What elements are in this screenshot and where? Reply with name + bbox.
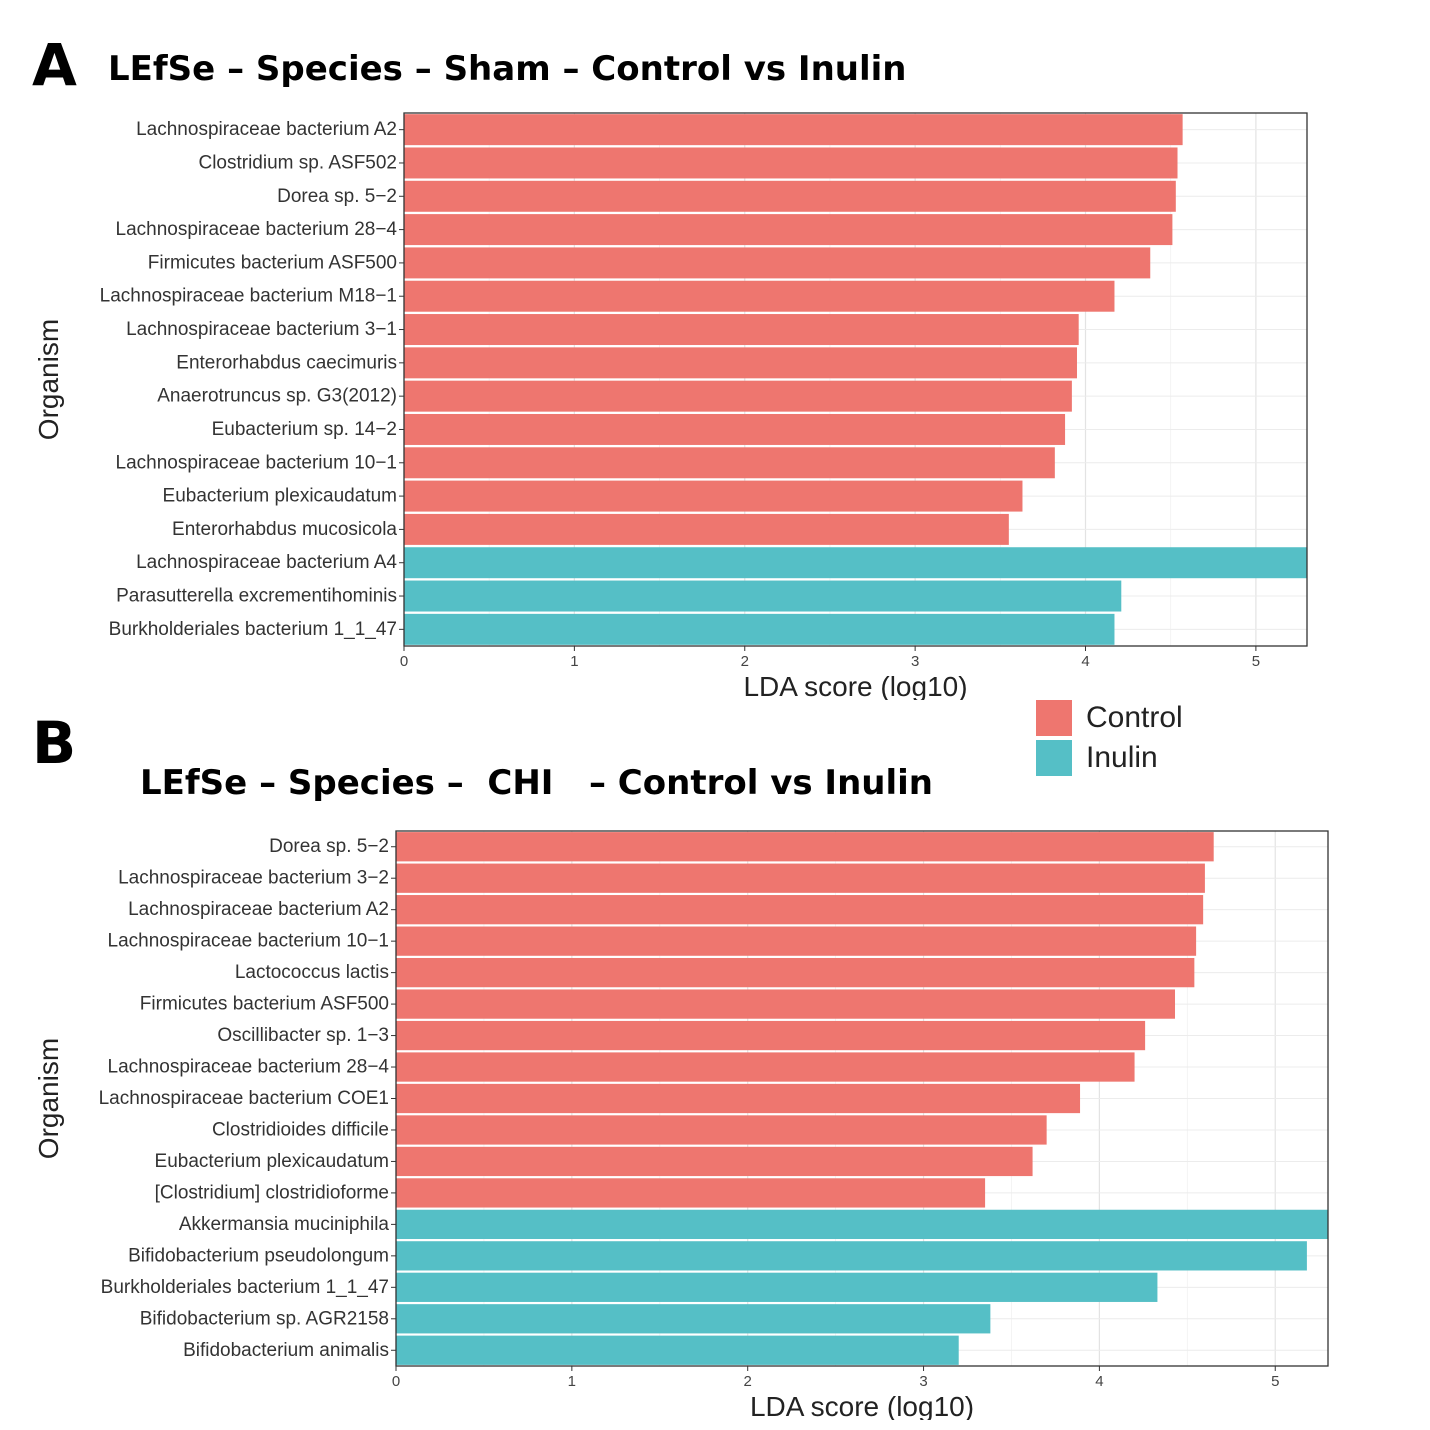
chart-b-bar (396, 1335, 959, 1365)
chart-a-bar (404, 480, 1023, 512)
legend-label-control: Control (1086, 701, 1183, 734)
chart-b-category-label: Firmicutes bacterium ASF500 (140, 994, 389, 1015)
chart-b-category-label: Lachnospiraceae bacterium 28−4 (108, 1057, 390, 1078)
chart-a-bar (404, 413, 1066, 445)
chart-a-category-label: Lachnospiraceae bacterium A2 (136, 119, 397, 140)
chart-b-bar (396, 1304, 991, 1334)
chart-a-bar (404, 580, 1122, 612)
chart-b-category-label: Akkermansia muciniphila (179, 1214, 390, 1235)
chart-b-category-label: Lachnospiraceae bacterium COE1 (99, 1088, 389, 1109)
chart-a-category-label: Enterorhabdus caecimuris (176, 352, 397, 373)
chart-b-category-label: Dorea sp. 5−2 (269, 836, 389, 857)
chart-a-bar (404, 147, 1178, 179)
panel-b-letter: B (32, 709, 77, 777)
chart-b-bar (396, 1020, 1146, 1051)
chart-a-bar (404, 380, 1072, 412)
chart-a-category-label: Lachnospiraceae bacterium 3−1 (126, 319, 397, 340)
chart-b-bar (396, 1083, 1081, 1114)
chart-a: Lachnospiraceae bacterium A2 Clostridium … (33, 112, 1308, 700)
chart-b-category-label: Lachnospiraceae bacterium 10−1 (108, 931, 390, 952)
chart-a-category-label: Lachnospiraceae bacterium A4 (136, 552, 397, 573)
chart-b-bar (396, 926, 1197, 956)
panel-a-title: LEfSe – Species – Sham – Control vs Inul… (108, 49, 907, 89)
chart-b-category-label: Lactococcus lactis (235, 962, 389, 983)
chart-b-category-label: Eubacterium plexicaudatum (155, 1151, 389, 1172)
chart-b-category-label: Clostridioides difficile (212, 1119, 389, 1140)
chart-a-bar (404, 347, 1077, 379)
chart-b-category-label: Oscillibacter sp. 1−3 (217, 1025, 389, 1046)
chart-b-bar (396, 1052, 1135, 1082)
chart-b-xaxis-title: LDA score (log10) (750, 1391, 974, 1420)
chart-b-bar (396, 1241, 1307, 1271)
chart-b-xtick-label: 0 (392, 1373, 400, 1390)
chart-b-xtick-label: 4 (1095, 1373, 1103, 1390)
chart-b-category-label: Bifidobacterium animalis (183, 1340, 389, 1361)
chart-a-category-label: Enterorhabdus mucosicola (172, 519, 397, 540)
chart-a-category-label: Lachnospiraceae bacterium 10−1 (116, 452, 398, 473)
legend: Control Inulin (1036, 698, 1183, 778)
chart-b-bar (396, 1209, 1328, 1240)
chart-a-panel-border (403, 112, 1308, 647)
chart-a-xtick-label: 2 (741, 653, 749, 670)
legend-key-control (1036, 700, 1072, 736)
chart-b-xtick-label: 2 (744, 1373, 752, 1390)
chart-a-category-label: Anaerotruncus sp. G3(2012) (157, 386, 397, 407)
chart-b-bar (396, 1146, 1033, 1177)
chart-a-bar (404, 613, 1115, 645)
legend-label-inulin: Inulin (1086, 741, 1158, 774)
chart-a-xtick-label: 0 (400, 653, 408, 670)
legend-item-control: Control (1036, 698, 1183, 738)
chart-b-category-label: Lachnospiraceae bacterium A2 (128, 899, 389, 920)
legend-key-inulin (1036, 740, 1072, 776)
chart-a-category-label: Firmicutes bacterium ASF500 (148, 252, 397, 273)
chart-a-xaxis-title: LDA score (log10) (743, 671, 967, 700)
chart-a-bar (404, 114, 1183, 146)
chart-b-bar (396, 895, 1204, 925)
chart-b-panel-border (395, 830, 1329, 1367)
chart-a-bar (404, 314, 1079, 346)
chart-a-category-label: Clostridium sp. ASF502 (198, 152, 397, 173)
chart-a-category-label: Parasutterella excrementihominis (116, 586, 397, 607)
chart-b-yaxis-title: Organism (33, 1038, 64, 1159)
chart-a-category-label: Burkholderiales bacterium 1_1_47 (109, 619, 397, 640)
panel-a-letter: A (32, 31, 77, 99)
chart-b-category-label: Bifidobacterium sp. AGR2158 (140, 1308, 389, 1329)
chart-b-bar (396, 989, 1176, 1019)
chart-b-bar (396, 863, 1205, 893)
chart-b-category-label: Bifidobacterium pseudolongum (128, 1245, 389, 1266)
chart-b-xtick-label: 3 (919, 1373, 927, 1390)
chart-a-category-label: Lachnospiraceae bacterium 28−4 (116, 219, 398, 240)
chart-b-bar (396, 1115, 1047, 1145)
chart-a-xtick-label: 4 (1081, 653, 1089, 670)
chart-a-xtick-label: 5 (1252, 653, 1260, 670)
chart-a-bar (404, 280, 1115, 312)
chart-b-category-label: Lachnospiraceae bacterium 3−2 (118, 868, 389, 889)
chart-a-xtick-label: 1 (570, 653, 578, 670)
legend-item-inulin: Inulin (1036, 738, 1183, 778)
chart-b-bar (396, 957, 1195, 988)
chart-b-xtick-label: 1 (568, 1373, 576, 1390)
panel-b-title: LEfSe – Species – CHI – Control vs Inuli… (140, 763, 934, 803)
chart-b-xtick-label: 5 (1271, 1373, 1279, 1390)
chart-a-bar (404, 214, 1173, 246)
chart-b-bar (396, 832, 1214, 862)
chart-b: Dorea sp. 5−2 Lachnospiraceae bacterium 3… (33, 830, 1329, 1420)
chart-a-category-label: Eubacterium sp. 14−2 (212, 419, 397, 440)
chart-b-category-label: Burkholderiales bacterium 1_1_47 (101, 1277, 389, 1298)
chart-a-bar (404, 247, 1151, 279)
chart-a-category-label: Dorea sp. 5−2 (277, 186, 397, 207)
chart-b-bar (396, 1272, 1158, 1302)
chart-a-category-label: Eubacterium plexicaudatum (163, 486, 397, 507)
chart-a-yaxis-title: Organism (33, 319, 64, 440)
chart-a-bar (404, 547, 1307, 579)
chart-a-bar (404, 447, 1055, 479)
chart-a-xtick-label: 3 (911, 653, 919, 670)
chart-a-bar (404, 180, 1176, 212)
chart-a-category-label: Lachnospiraceae bacterium M18−1 (100, 286, 397, 307)
chart-a-bar (404, 513, 1009, 545)
chart-b-bar (396, 1178, 986, 1208)
chart-b-category-label: [Clostridium] clostridioforme (155, 1182, 389, 1203)
